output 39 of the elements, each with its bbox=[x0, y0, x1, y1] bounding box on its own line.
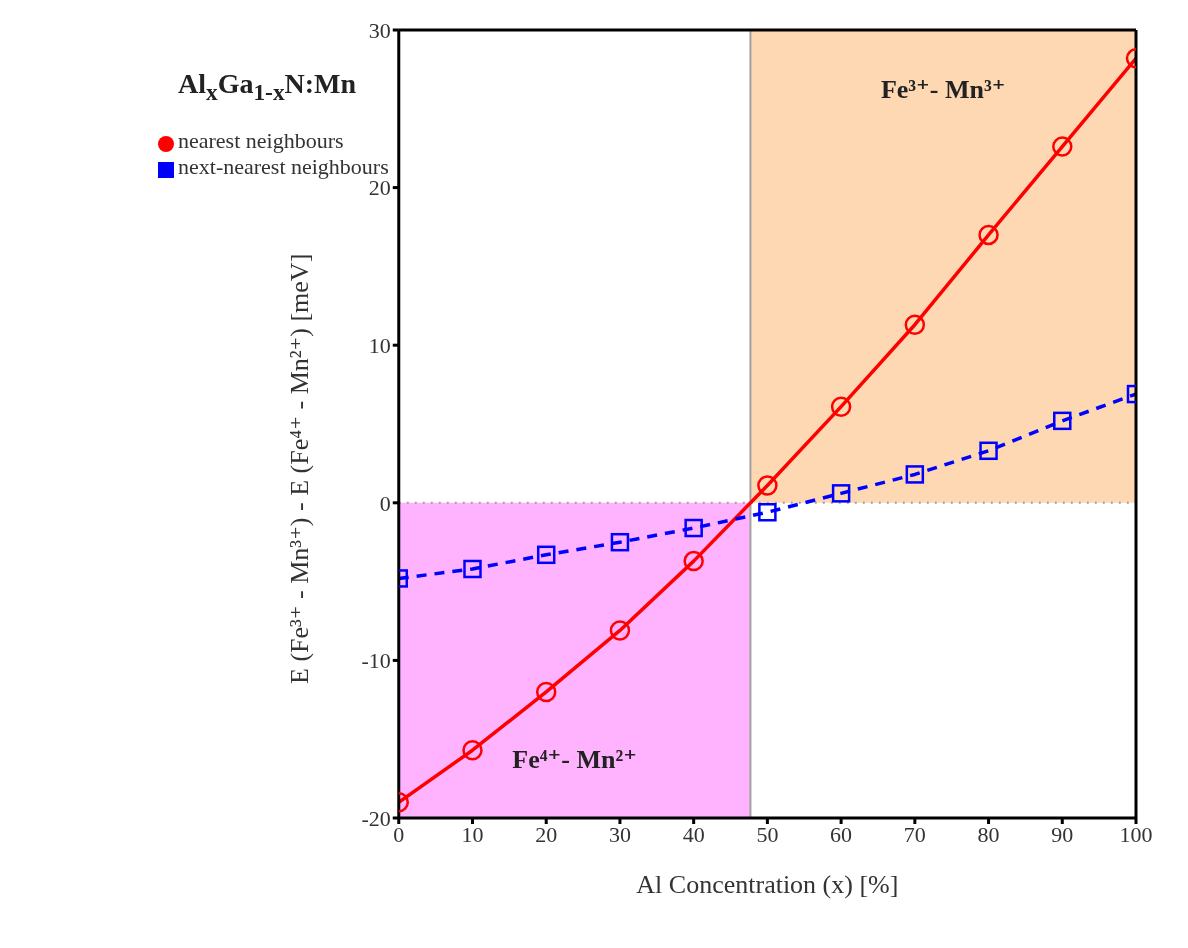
point bbox=[830, 396, 852, 417]
y-tick-label: -10 bbox=[361, 648, 391, 674]
x-tick-label: 90 bbox=[1051, 821, 1074, 847]
point bbox=[1053, 411, 1072, 431]
point bbox=[462, 739, 483, 761]
x-tick-label: 50 bbox=[756, 821, 779, 847]
point bbox=[757, 475, 778, 496]
point bbox=[978, 224, 999, 246]
x-tick-label: 30 bbox=[608, 821, 631, 847]
point bbox=[536, 545, 556, 565]
point bbox=[610, 532, 630, 552]
legend-label: nearest neighbours bbox=[178, 128, 344, 153]
x-tick-label: 70 bbox=[903, 821, 926, 847]
point bbox=[831, 484, 851, 503]
band-label: Fe⁴⁺- Mn²⁺ bbox=[512, 745, 637, 774]
x-axis-title: Al Concentration (x) [%] bbox=[636, 870, 899, 899]
text: Al$_{x}$Ga$_{1-x}$N:Mn bbox=[178, 68, 357, 106]
point bbox=[535, 681, 557, 703]
x-tick-label: 60 bbox=[830, 821, 853, 847]
point bbox=[1052, 136, 1073, 157]
y-tick-label: -20 bbox=[361, 805, 391, 831]
point bbox=[609, 620, 631, 641]
y-tick-label: 30 bbox=[368, 17, 391, 43]
x-tick-label: 20 bbox=[535, 821, 558, 847]
point bbox=[905, 465, 925, 484]
point bbox=[684, 518, 703, 538]
y-axis-title: E (Fe³⁺ - Mn³⁺) - E (Fe⁴⁺ - Mn²⁺) [meV] bbox=[285, 253, 314, 684]
y-tick-label: 0 bbox=[379, 490, 391, 516]
band-label: Fe³⁺- Mn³⁺ bbox=[880, 75, 1006, 105]
x-tick-label: 80 bbox=[977, 821, 1000, 847]
point bbox=[979, 441, 998, 461]
point bbox=[463, 559, 482, 579]
y-tick-label: 10 bbox=[368, 333, 391, 359]
point bbox=[758, 503, 777, 522]
point bbox=[904, 314, 926, 335]
x-tick-label: 40 bbox=[682, 821, 705, 847]
x-tick-label: 10 bbox=[461, 821, 484, 847]
point bbox=[683, 550, 704, 572]
x-tick-label: 100 bbox=[1119, 821, 1153, 847]
